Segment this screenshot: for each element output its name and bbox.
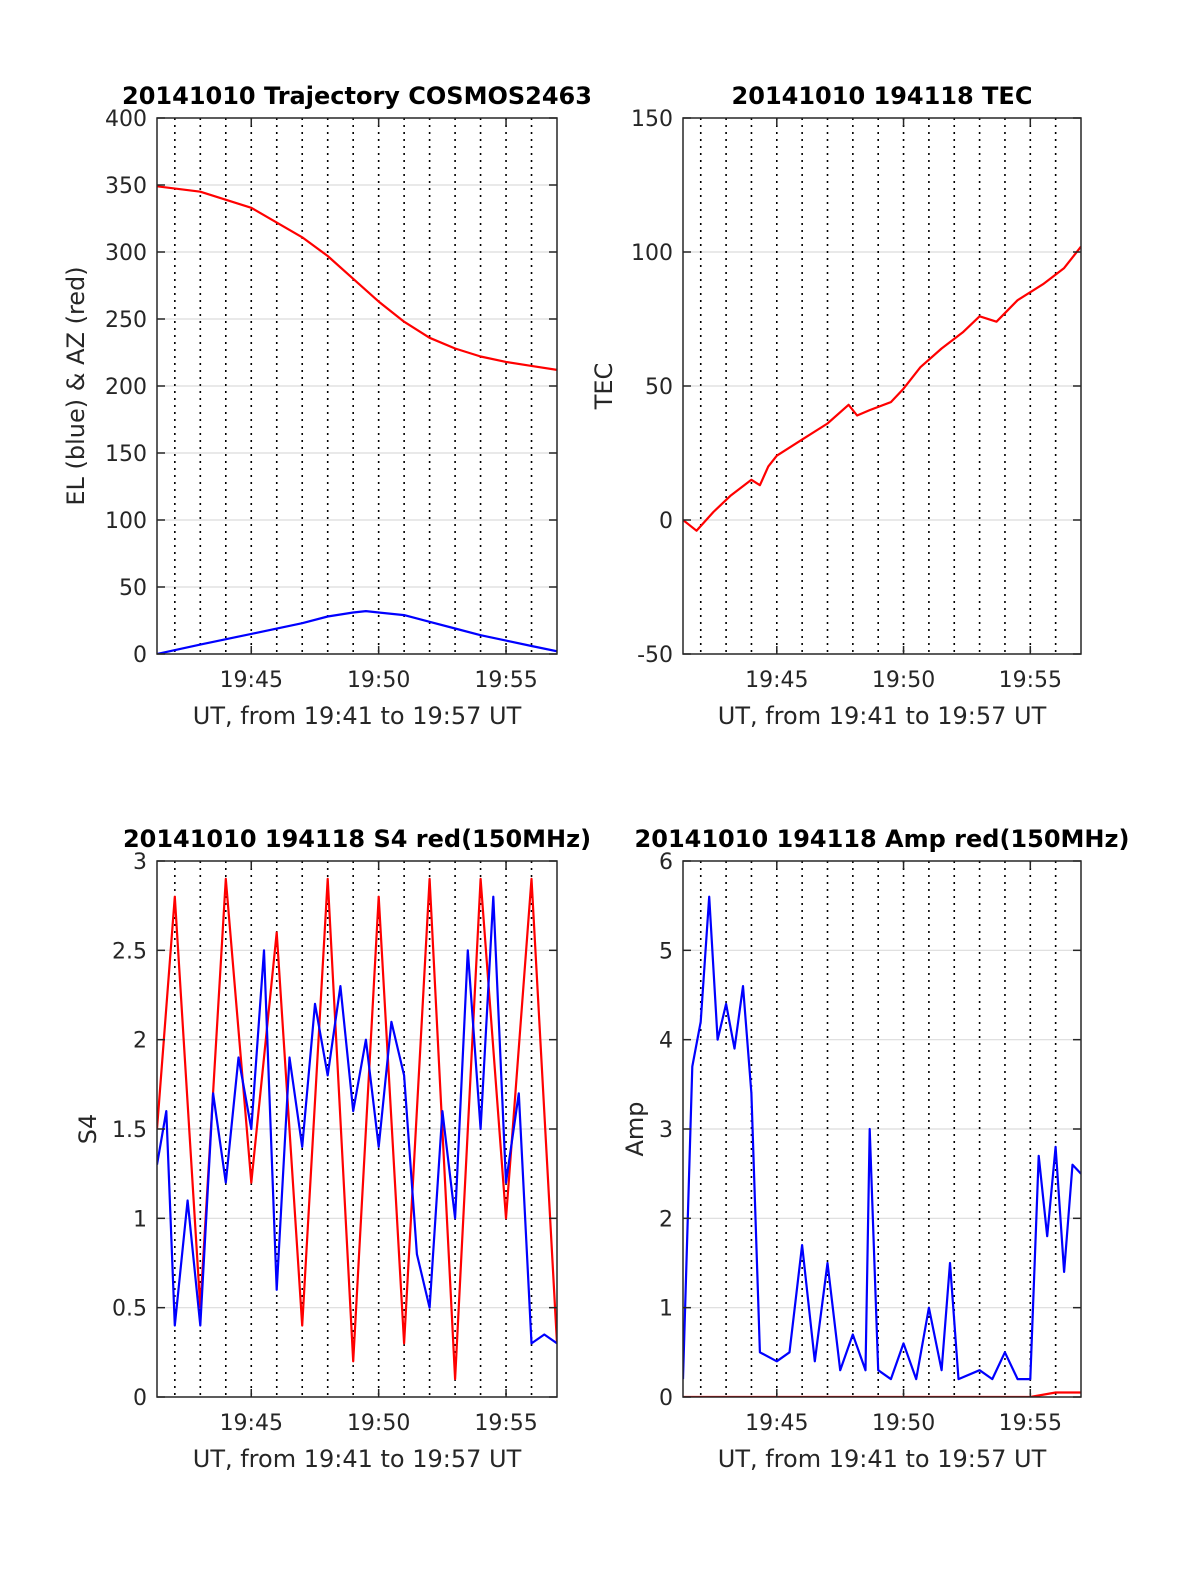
series-line-amp-red [683, 1391, 1081, 1397]
series-group [683, 895, 1081, 1397]
y-tick-label: 0 [659, 509, 673, 534]
chart-title: 20141010 194118 Amp red(150MHz) [635, 825, 1130, 853]
series-group [683, 245, 1081, 532]
x-tick-label: 19:45 [220, 1411, 283, 1436]
x-tick-label: 19:50 [872, 1411, 935, 1436]
y-tick-label: 100 [105, 509, 147, 534]
x-tick-label: 19:45 [745, 1411, 808, 1436]
chart-tec: -50 0 50 100 150 19:45 19:50 19:55 20141010 1941… [590, 82, 1082, 730]
x-tick-label: 19:45 [220, 668, 283, 693]
y-tick-label: 1.5 [112, 1118, 147, 1143]
y-tick-label: 6 [659, 850, 673, 875]
chart-title: 20141010 194118 TEC [732, 82, 1033, 110]
series-line-az-red- [157, 185, 557, 371]
y-tick-label: 200 [105, 375, 147, 400]
y-axis-label: TEC [590, 363, 618, 411]
y-axis-label: Amp [621, 1101, 649, 1156]
x-tick-label: 19:55 [999, 668, 1062, 693]
series-group [157, 185, 557, 654]
chart-title: 20141010 Trajectory COSMOS2463 [122, 82, 592, 110]
chart-trajectory: 0 50 100 150 200 250 300 350 400 19:45 19:50 19:55 2… [62, 82, 592, 730]
y-tick-label: 3 [659, 1118, 673, 1143]
series-line-el-blue- [157, 609, 557, 654]
y-axis-label: EL (blue) & AZ (red) [62, 266, 90, 505]
y-tick-label: 50 [119, 576, 147, 601]
chart-amp: 0 1 2 3 4 5 6 19:45 19:50 19:55 20141010 194118 Am… [621, 825, 1129, 1473]
y-tick-label: 400 [105, 107, 147, 132]
x-tick-label: 19:55 [999, 1411, 1062, 1436]
y-tick-label: 150 [631, 107, 673, 132]
y-tick-label: 4 [659, 1029, 673, 1054]
x-axis-label: UT, from 19:41 to 19:57 UT [193, 702, 522, 730]
y-tick-label: 250 [105, 308, 147, 333]
y-tick-label: 50 [645, 375, 673, 400]
x-tick-label: 19:55 [474, 1411, 537, 1436]
y-tick-label: 0 [133, 1386, 147, 1411]
y-tick-label: 0 [133, 643, 147, 668]
x-axis-label: UT, from 19:41 to 19:57 UT [718, 702, 1047, 730]
y-tick-label: 1 [133, 1207, 147, 1232]
y-tick-label: 150 [105, 442, 147, 467]
series-line-amp-blue [683, 895, 1081, 1381]
y-axis-label: S4 [74, 1114, 102, 1145]
x-tick-label: 19:45 [745, 668, 808, 693]
y-tick-label: 350 [105, 174, 147, 199]
y-tick-label: 3 [133, 850, 147, 875]
y-tick-label: 5 [659, 939, 673, 964]
x-axis-label: UT, from 19:41 to 19:57 UT [718, 1445, 1047, 1473]
x-tick-label: 19:50 [347, 1411, 410, 1436]
series-line-tec [683, 245, 1081, 532]
y-tick-label: -50 [637, 643, 673, 668]
y-tick-label: 2 [133, 1029, 147, 1054]
x-tick-label: 19:50 [872, 668, 935, 693]
chart-title: 20141010 194118 S4 red(150MHz) [123, 825, 591, 853]
x-axis-label: UT, from 19:41 to 19:57 UT [193, 1445, 522, 1473]
y-tick-label: 1 [659, 1297, 673, 1322]
y-tick-label: 300 [105, 241, 147, 266]
y-tick-label: 100 [631, 241, 673, 266]
y-tick-label: 0 [659, 1386, 673, 1411]
y-tick-label: 0.5 [112, 1297, 147, 1322]
series-group [157, 877, 557, 1381]
y-tick-label: 2 [659, 1207, 673, 1232]
x-tick-label: 19:50 [347, 668, 410, 693]
y-tick-label: 2.5 [112, 939, 147, 964]
series-line-s4-blue [157, 895, 557, 1345]
chart-s4: 0 0.5 1 1.5 2 2.5 3 19:45 19:50 19:55 20141010 194… [74, 825, 591, 1473]
x-tick-label: 19:55 [474, 668, 537, 693]
